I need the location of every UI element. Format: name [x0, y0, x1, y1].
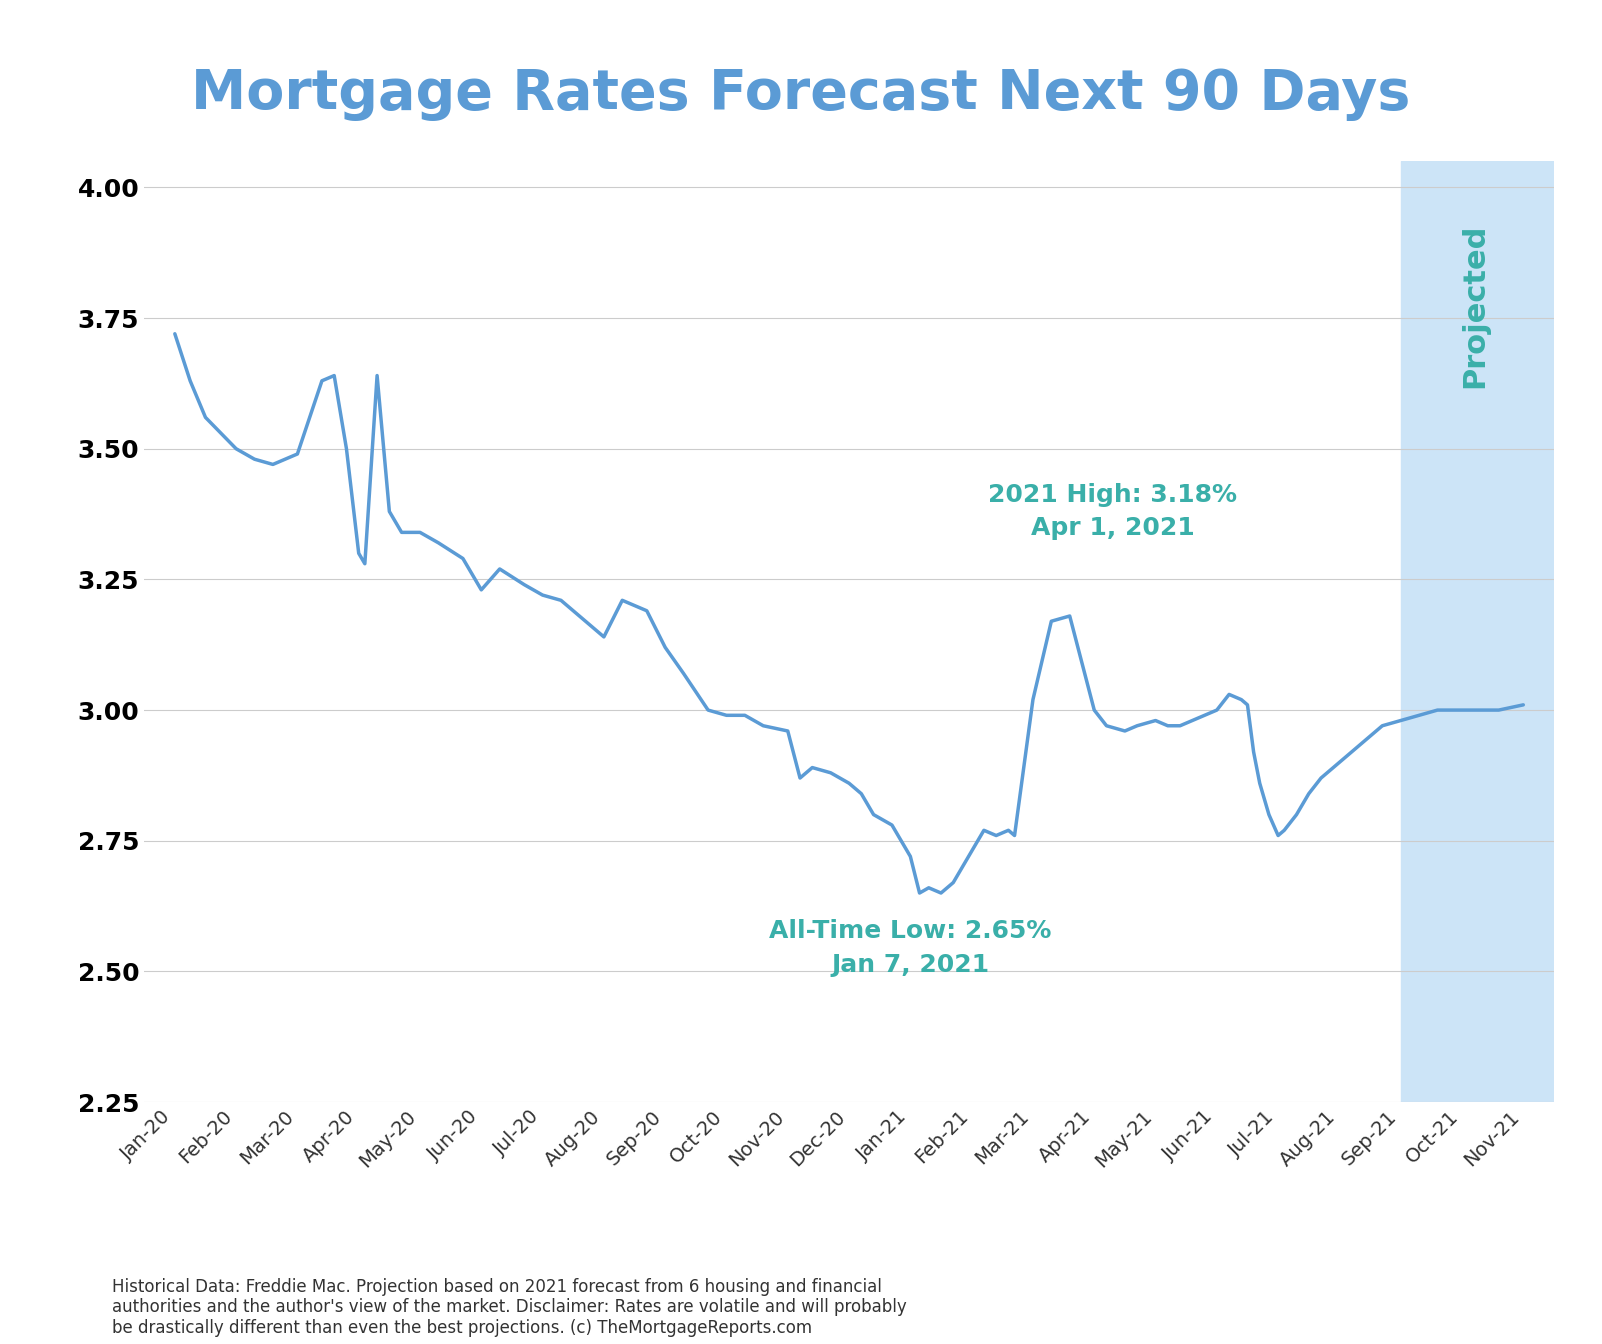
Text: Historical Data: Freddie Mac. Projection based on 2021 forecast from 6 housing a: Historical Data: Freddie Mac. Projection…	[112, 1278, 907, 1337]
Text: All-Time Low: 2.65%
Jan 7, 2021: All-Time Low: 2.65% Jan 7, 2021	[769, 919, 1051, 977]
Text: Mortgage Rates Forecast Next 90 Days: Mortgage Rates Forecast Next 90 Days	[191, 67, 1411, 121]
Text: Projected: Projected	[1459, 224, 1488, 388]
Text: 2021 High: 3.18%
Apr 1, 2021: 2021 High: 3.18% Apr 1, 2021	[988, 482, 1237, 540]
Bar	[1400, 161, 1554, 1102]
